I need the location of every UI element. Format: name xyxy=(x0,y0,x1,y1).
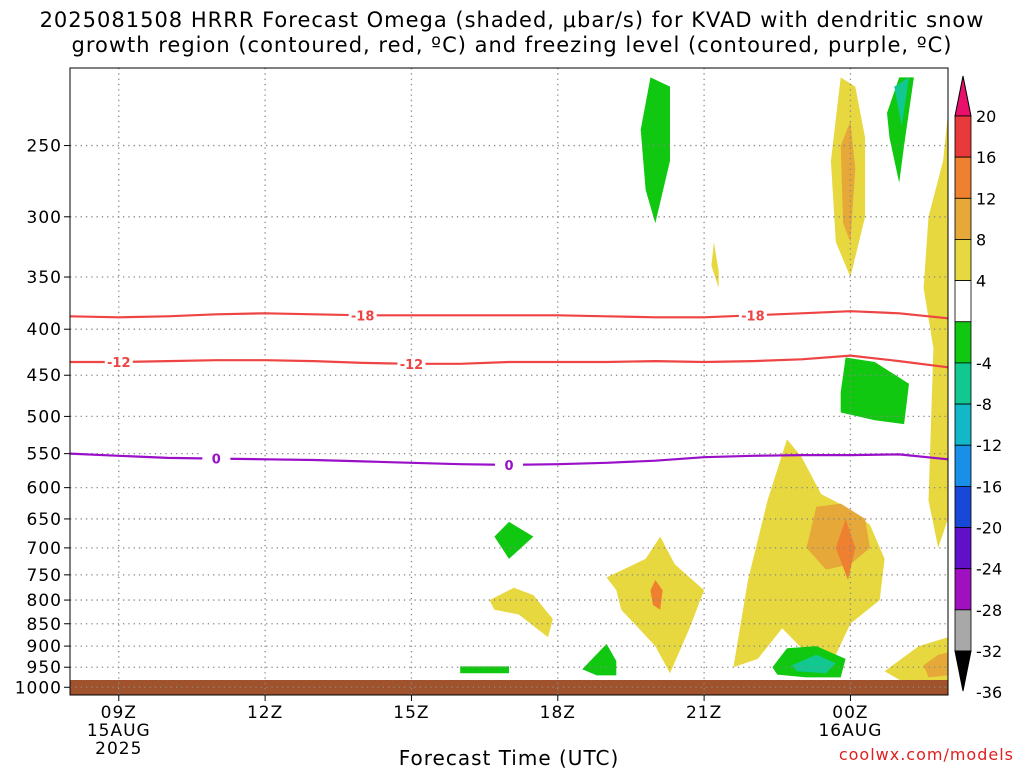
colorbar-swatch xyxy=(954,568,972,611)
contour-label-bg xyxy=(202,450,231,467)
colorbar-swatch xyxy=(954,239,972,282)
x-tick-label: 12Z xyxy=(247,703,283,723)
x-axis-label: Forecast Time (UTC) xyxy=(399,746,620,768)
colorbar-label: 8 xyxy=(976,230,986,249)
colorbar-label: -20 xyxy=(976,519,1002,538)
y-tick-label: 300 xyxy=(27,208,62,228)
colorbar-swatch xyxy=(954,362,972,405)
omega-region-19 xyxy=(791,654,836,674)
contour-label: 0 xyxy=(504,459,513,474)
colorbar-swatch xyxy=(954,115,972,158)
colorbar-label: 4 xyxy=(976,272,986,291)
y-tick-label: 750 xyxy=(27,566,62,586)
omega-region-9 xyxy=(923,652,948,678)
colorbar-label: 20 xyxy=(976,107,996,126)
omega-region-10 xyxy=(835,518,856,580)
omega-region-7 xyxy=(806,503,870,570)
x-tick-label: 00Z xyxy=(832,703,868,723)
colorbar-swatch xyxy=(954,403,972,446)
contour-label: -18 xyxy=(351,309,375,324)
colorbar-label: 16 xyxy=(976,148,996,167)
colorbar-swatch xyxy=(954,321,972,364)
omega-region-3 xyxy=(489,587,553,638)
contour-label-bg xyxy=(397,355,426,372)
omega-region-4 xyxy=(923,113,948,548)
colorbar-swatch xyxy=(954,444,972,487)
contour-label: 0 xyxy=(212,453,221,468)
grid-lines xyxy=(70,68,948,695)
colorbar-label: -28 xyxy=(976,601,1002,620)
y-tick-label: 1000 xyxy=(15,678,62,698)
omega-region-17 xyxy=(460,666,509,674)
plot-frame xyxy=(69,67,949,696)
colorbar-swatch xyxy=(954,280,972,323)
colorbar-swatch xyxy=(954,156,972,199)
colorbar-label: -16 xyxy=(976,477,1002,496)
omega-region-12 xyxy=(640,77,670,224)
x-tick-label: 15Z xyxy=(393,703,429,723)
x-tick-year: 2025 xyxy=(95,739,142,759)
colorbar-label: -12 xyxy=(976,436,1002,455)
x-tick-date: 16AUG xyxy=(818,721,882,741)
y-tick-label: 900 xyxy=(27,637,62,657)
y-tick-label: 950 xyxy=(27,658,62,678)
contour-label: -12 xyxy=(400,358,424,373)
colorbar-bottom-arrow xyxy=(954,650,972,692)
colorbar-swatch xyxy=(954,609,972,652)
colorbar-top-arrow xyxy=(954,75,972,117)
contour-label-bg xyxy=(104,353,133,370)
contour-label-bg xyxy=(738,307,767,324)
y-tick-label: 500 xyxy=(27,407,62,427)
omega-region-18 xyxy=(887,77,914,183)
x-tick-label: 09Z xyxy=(101,703,137,723)
contour--12-1 xyxy=(70,354,949,369)
colorbar-label: -24 xyxy=(976,560,1002,579)
colorbar-label: -8 xyxy=(976,395,992,414)
y-tick-label: 800 xyxy=(27,591,62,611)
omega-region-0 xyxy=(733,439,885,668)
contour-lines: -18 -18 -12 -12 0 0 xyxy=(69,307,949,474)
ground-surface xyxy=(70,680,948,695)
omega-region-20 xyxy=(894,77,909,127)
omega-region-11 xyxy=(650,580,663,610)
x-tick-label: 21Z xyxy=(686,703,722,723)
colorbar-label: -36 xyxy=(976,683,1002,702)
colorbar-label: -4 xyxy=(976,354,992,373)
colorbar-label: 12 xyxy=(976,189,996,208)
y-axis-ticks: 2503003504004505005506006507007508008509… xyxy=(15,137,70,698)
colorbar-swatch xyxy=(954,527,972,570)
omega-region-6 xyxy=(711,242,719,288)
omega-region-8 xyxy=(840,121,856,242)
colorbar: 20 16 12 8 4 -4 -8 -12 -16 -20 -24 -28 -32 -36 xyxy=(954,75,1002,702)
x-tick-label: 18Z xyxy=(540,703,576,723)
contour-label: -12 xyxy=(107,356,131,371)
x-tick-date: 15AUG xyxy=(87,721,151,741)
y-tick-label: 450 xyxy=(27,366,62,386)
omega-region-14 xyxy=(494,521,534,559)
y-tick-label: 550 xyxy=(27,445,62,465)
contour-label: -18 xyxy=(741,309,765,324)
colorbar-swatch xyxy=(954,485,972,528)
omega-region-13 xyxy=(840,357,909,425)
colorbar-swatch xyxy=(954,197,972,240)
y-tick-label: 650 xyxy=(27,510,62,530)
credit-text: coolwx.com/models xyxy=(838,745,1014,764)
y-tick-label: 600 xyxy=(27,479,62,499)
chart-title-line1: 2025081508 HRRR Forecast Omega (shaded, … xyxy=(39,8,985,32)
y-tick-label: 700 xyxy=(27,539,62,559)
contour-label-bg xyxy=(495,456,523,473)
y-tick-label: 400 xyxy=(27,320,62,340)
y-tick-label: 850 xyxy=(27,615,62,635)
omega-region-16 xyxy=(582,643,617,676)
colorbar-label: -32 xyxy=(976,642,1002,661)
chart-title-line2: growth region (contoured, red, ºC) and f… xyxy=(71,33,953,57)
y-tick-label: 250 xyxy=(27,137,62,157)
contour--18-0 xyxy=(69,310,949,320)
y-tick-label: 350 xyxy=(27,268,62,288)
contour-label-bg xyxy=(348,307,377,324)
